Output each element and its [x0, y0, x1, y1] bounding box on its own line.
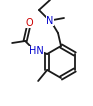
Text: HN: HN	[29, 46, 44, 56]
Text: N: N	[46, 16, 54, 26]
Text: O: O	[25, 18, 33, 28]
